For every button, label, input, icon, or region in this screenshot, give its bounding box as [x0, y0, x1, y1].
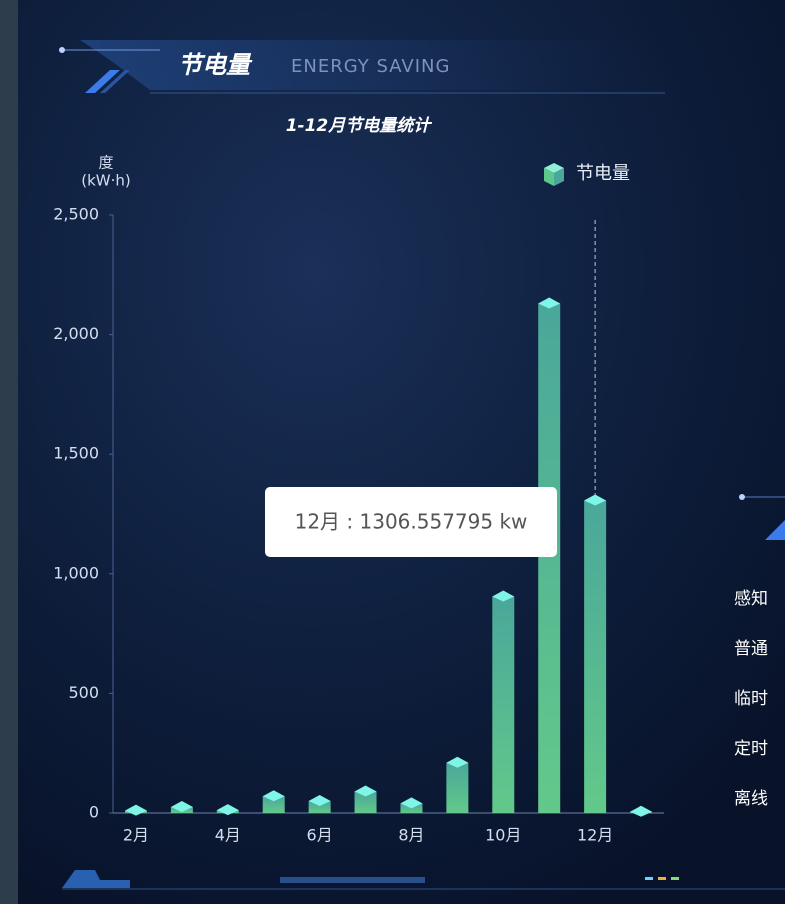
- y-tick-label: 0: [89, 803, 99, 822]
- bar-cap: [354, 785, 377, 797]
- bar-cap: [630, 805, 653, 817]
- x-tick-label: 12月: [577, 826, 613, 845]
- bar-cap: [400, 797, 423, 809]
- side-label: 临时: [734, 689, 768, 709]
- y-tick-label: 2,000: [53, 324, 99, 343]
- side-dot: [739, 494, 745, 500]
- header-icon: [85, 70, 120, 93]
- bar-cap: [446, 756, 469, 768]
- bar-cap: [124, 804, 147, 816]
- header-icon: [100, 70, 130, 93]
- x-tick-label: 2月: [123, 826, 149, 845]
- bar-cap: [170, 801, 193, 813]
- bar-cap: [492, 590, 515, 602]
- bar-cap: [308, 795, 331, 807]
- chart-title: 1-12月节电量统计: [286, 116, 433, 136]
- x-tick-label: 6月: [307, 826, 333, 845]
- panel-subtitle: ENERGY SAVING: [291, 56, 450, 77]
- bar: [492, 596, 515, 813]
- bar: [446, 762, 469, 813]
- footer-tick: [671, 877, 679, 880]
- footer-tick: [645, 877, 653, 880]
- y-tick-label: 2,500: [53, 205, 99, 224]
- bar-cap: [584, 494, 607, 506]
- bar-cap: [216, 804, 239, 816]
- y-axis-unit: (kW·h): [81, 172, 131, 190]
- x-tick-label: 8月: [398, 826, 424, 845]
- footer-tick: [658, 877, 666, 880]
- y-tick-label: 500: [68, 683, 99, 702]
- side-label: 普通: [734, 639, 768, 659]
- side-label: 感知: [734, 589, 768, 609]
- panel-title: 节电量: [178, 51, 253, 79]
- side-icon: [765, 520, 785, 540]
- tooltip-box: [265, 487, 557, 557]
- side-label: 离线: [734, 789, 768, 809]
- x-tick-label: 10月: [485, 826, 521, 845]
- y-tick-label: 1,500: [53, 444, 99, 463]
- bar: [538, 303, 561, 813]
- side-label: 定时: [734, 739, 768, 759]
- left-strip: [0, 0, 18, 904]
- header-dot: [59, 47, 65, 53]
- header-band: [80, 40, 660, 90]
- legend-swatch: [554, 168, 564, 186]
- bar: [354, 791, 377, 813]
- x-tick-label: 4月: [215, 826, 241, 845]
- tooltip-text: 12月 : 1306.557795 kw: [295, 510, 528, 534]
- y-axis-label: 度: [98, 154, 113, 172]
- legend-label: 节电量: [576, 163, 630, 184]
- bar-cap: [538, 297, 561, 309]
- bar: [584, 500, 607, 813]
- legend-swatch: [544, 168, 554, 186]
- footer-stripe: [280, 877, 425, 883]
- bar: [308, 801, 331, 813]
- bar: [262, 796, 285, 813]
- bar-cap: [262, 790, 285, 802]
- footer-icon: [62, 870, 130, 888]
- y-tick-label: 1,000: [53, 563, 99, 582]
